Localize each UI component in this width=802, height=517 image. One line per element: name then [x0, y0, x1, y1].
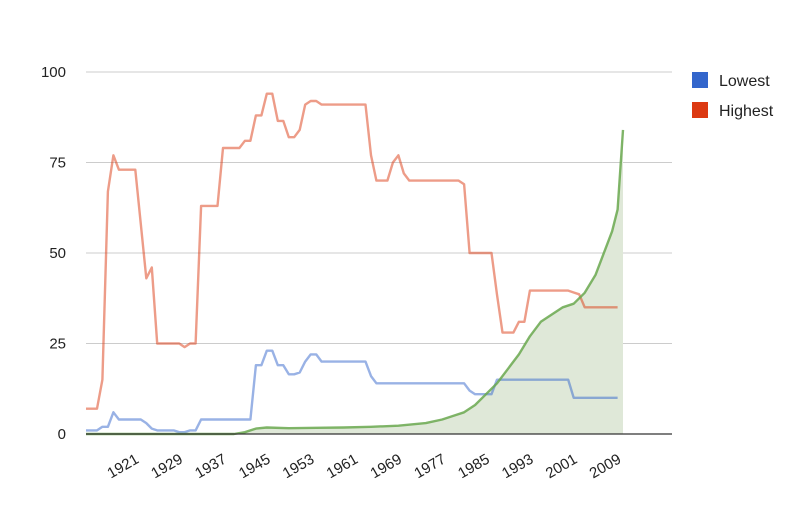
- series-line-lowest: [86, 349, 618, 434]
- x-tick-label: 1945: [236, 451, 273, 482]
- legend-swatch-highest: [692, 102, 708, 118]
- x-tick-label: 2001: [543, 451, 580, 482]
- x-tick-label: 1977: [411, 451, 448, 482]
- area-layer: [86, 129, 623, 434]
- legend: Lowest Highest: [692, 72, 774, 120]
- legend-label-highest: Highest: [719, 103, 774, 120]
- series-line-highest: [86, 92, 618, 410]
- x-tick-label: 1921: [104, 451, 141, 482]
- y-tick-label: 25: [49, 336, 66, 353]
- legend-swatch-lowest: [692, 72, 708, 88]
- x-tick-label: 1961: [324, 451, 361, 482]
- y-tick-label: 50: [49, 245, 66, 262]
- legend-label-lowest: Lowest: [719, 73, 770, 90]
- x-tick-label: 1953: [280, 451, 317, 482]
- area-fill-series-2: [86, 129, 623, 434]
- line-layer: [86, 92, 625, 436]
- x-tick-label: 1985: [455, 451, 492, 482]
- x-tick-label: 2009: [587, 451, 624, 482]
- x-tick-label: 1937: [192, 451, 229, 482]
- x-tick-label: 1929: [148, 451, 185, 482]
- y-tick-label: 0: [58, 426, 66, 443]
- y-tick-label: 75: [49, 155, 66, 172]
- area-line-series-2: [86, 129, 625, 436]
- y-tick-label: 100: [41, 64, 66, 81]
- x-tick-label: 1969: [367, 451, 404, 482]
- x-tick-label: 1993: [499, 451, 536, 482]
